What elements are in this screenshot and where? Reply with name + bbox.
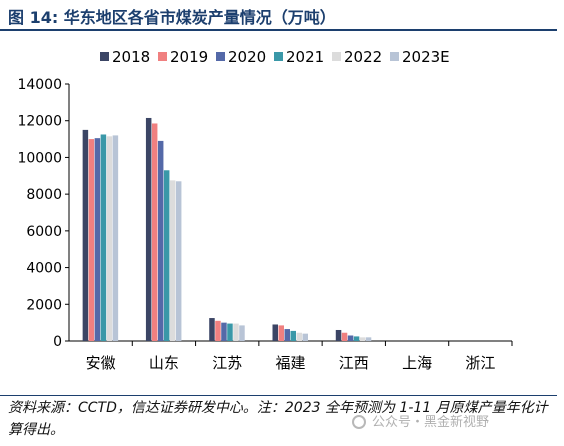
bar: [106, 136, 113, 341]
bar: [94, 138, 101, 341]
bar: [233, 323, 239, 341]
y-tick-label: 12000: [17, 114, 62, 130]
bar: [272, 324, 278, 341]
bar: [296, 332, 302, 341]
bar: [284, 329, 290, 341]
legend-label: 2023E: [402, 48, 450, 66]
x-tick-label: 山东: [149, 354, 179, 372]
y-tick-label: 8000: [26, 187, 62, 203]
x-tick-label: 安徽: [86, 354, 116, 372]
y-tick-label: 0: [53, 334, 62, 350]
bar: [341, 332, 348, 341]
x-tick-label: 江苏: [212, 354, 242, 372]
bar: [290, 330, 296, 341]
bar-chart: 0 2000 4000 6000 8000 10000 12000 14000 安徽 山东 江苏 福建…: [17, 48, 513, 372]
legend-swatch: [332, 52, 341, 61]
legend-label: 2019: [170, 48, 208, 66]
y-tick-label: 2000: [26, 297, 62, 313]
bar: [278, 325, 284, 341]
figure-header: 图 14: 华东地区各省市煤炭产量情况（万吨）: [0, 0, 564, 31]
x-tick-label: 江西: [339, 354, 369, 372]
bar: [227, 323, 233, 341]
wechat-icon: [352, 415, 366, 429]
bar: [88, 139, 95, 341]
bar: [151, 123, 158, 341]
bar: [112, 135, 119, 341]
legend-label: 2021: [286, 48, 324, 66]
legend-swatch: [216, 52, 225, 61]
bar: [145, 117, 152, 341]
bar: [239, 325, 245, 341]
bar: [335, 329, 342, 341]
footnote-divider: [0, 395, 557, 396]
figure-title: 图 14: 华东地区各省市煤炭产量情况（万吨）: [8, 8, 336, 27]
y-tick-label: 6000: [26, 224, 62, 240]
x-tick-label: 福建: [275, 354, 305, 372]
watermark: 公众号・黑金新视野: [352, 411, 489, 430]
y-tick-label: 4000: [26, 261, 62, 277]
legend-label: 2020: [228, 48, 266, 66]
title-divider: [0, 29, 557, 31]
legend-swatch: [274, 52, 283, 61]
bar: [209, 318, 215, 341]
bar: [302, 333, 308, 341]
legend-label: 2022: [344, 48, 382, 66]
bar: [175, 181, 182, 341]
watermark-text: 公众号・黑金新视野: [372, 415, 490, 430]
bar: [359, 337, 366, 341]
bar: [100, 134, 107, 341]
bar: [215, 320, 221, 341]
legend-label: 2018: [112, 48, 150, 66]
x-tick-label: 浙江: [465, 354, 495, 372]
bar: [347, 335, 354, 341]
legend-swatch: [100, 52, 109, 61]
x-tick-label: 上海: [402, 354, 432, 372]
bar: [353, 336, 360, 341]
source-footnote: 资料来源：CCTD，信达证券研发中心。注：2023 全年预测为 1-11 月原煤…: [8, 400, 548, 438]
y-tick-label: 10000: [17, 150, 62, 166]
bar: [157, 140, 164, 341]
bar: [163, 170, 170, 341]
bar: [365, 337, 372, 341]
legend-swatch: [390, 52, 399, 61]
bar: [221, 322, 227, 341]
bar: [169, 180, 176, 341]
y-tick-label: 14000: [17, 77, 62, 93]
legend-swatch: [158, 52, 167, 61]
bar: [82, 129, 89, 341]
